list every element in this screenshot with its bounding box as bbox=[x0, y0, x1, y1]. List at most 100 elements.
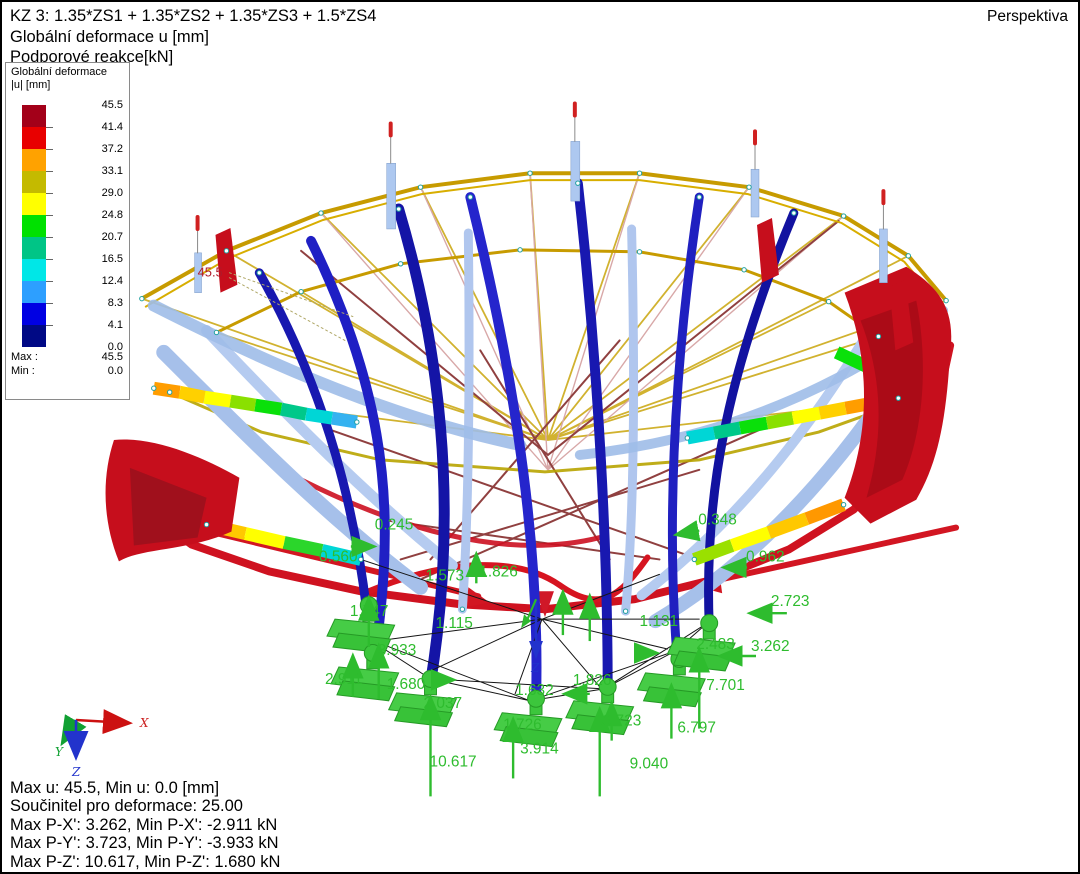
reaction-value-label: 1.632 bbox=[515, 682, 554, 699]
node-dot bbox=[791, 210, 797, 216]
legend-tick-value: 33.1 bbox=[101, 165, 123, 177]
legend-max-row: Max : 45.5 bbox=[11, 351, 123, 363]
reaction-value-label: 2.911 bbox=[325, 671, 362, 688]
node-dot bbox=[840, 502, 847, 508]
reaction-value-label: 1.573 bbox=[426, 567, 465, 584]
reaction-value-label: 0.245 bbox=[375, 517, 414, 534]
result-header: KZ 3: 1.35*ZS1 + 1.35*ZS2 + 1.35*ZS3 + 1… bbox=[10, 6, 376, 68]
result-summary-line: Max u: 45.5, Min u: 0.0 [mm] bbox=[10, 779, 220, 797]
reaction-value-label: 1.826 bbox=[573, 672, 612, 689]
node-dot bbox=[622, 608, 629, 614]
legend-band bbox=[22, 237, 46, 259]
legend-title-line2: |u| [mm] bbox=[11, 79, 51, 91]
legend-band bbox=[22, 281, 46, 303]
node-dot bbox=[358, 556, 364, 563]
legend-min-value: 0.0 bbox=[107, 365, 123, 377]
legend-tick-mark bbox=[46, 171, 53, 172]
legend-tick-value: 12.4 bbox=[101, 275, 123, 287]
legend-tick-mark bbox=[46, 127, 53, 128]
load-combination-title: KZ 3: 1.35*ZS1 + 1.35*ZS2 + 1.35*ZS3 + 1… bbox=[10, 7, 377, 25]
node-dot bbox=[213, 329, 220, 336]
y-axis-label: Y bbox=[55, 745, 64, 759]
legend-band bbox=[22, 127, 46, 149]
legend-band bbox=[22, 325, 46, 347]
node-dot bbox=[167, 389, 173, 395]
node-dot bbox=[256, 270, 262, 276]
node-dot bbox=[517, 247, 523, 253]
reaction-value-label: 2.483 bbox=[696, 636, 735, 653]
reaction-value-label: 1.726 bbox=[503, 717, 542, 734]
legend-tick-mark bbox=[46, 215, 53, 216]
result-summary-line: Max P-Y': 3.723, Min P-Y': -3.933 kN bbox=[10, 834, 279, 853]
reaction-value-label: 3.262 bbox=[751, 638, 790, 655]
reaction-value-label: 2.723 bbox=[771, 593, 810, 610]
center-axis: Z bbox=[521, 598, 543, 675]
node-dot bbox=[467, 194, 474, 200]
node-dot bbox=[223, 248, 230, 254]
result-summary-line: Součinitel pro deformace: 25.00 bbox=[10, 797, 243, 816]
legend-band bbox=[22, 193, 46, 215]
legend-tick-mark bbox=[46, 149, 53, 150]
legend-panel: Globální deformace |u| [mm] 45.5 41.4 37.2… bbox=[5, 62, 130, 400]
reaction-value-label: 0.348 bbox=[698, 512, 737, 529]
reaction-value-label: 3.723 bbox=[603, 713, 642, 730]
legend-tick-mark bbox=[46, 281, 53, 282]
reaction-arrow bbox=[672, 520, 701, 542]
node-dot bbox=[943, 297, 949, 304]
reaction-value-label: 0.962 bbox=[746, 548, 785, 565]
legend-tick-value: 8.3 bbox=[107, 297, 123, 309]
result-type-title: Globální deformace u [mm] bbox=[10, 27, 209, 46]
legend-tick-value: 45.5 bbox=[101, 99, 123, 111]
legend-title: Globální deformace |u| [mm] bbox=[11, 66, 107, 92]
node-dot bbox=[139, 295, 145, 302]
node-dot bbox=[459, 606, 466, 612]
truss-structure bbox=[105, 101, 960, 708]
reaction-value-label: 7.701 bbox=[706, 677, 745, 694]
node-dot bbox=[151, 385, 157, 391]
axis-triad: X Y Z bbox=[55, 709, 149, 779]
legend-tick-value: 24.8 bbox=[101, 209, 123, 221]
reaction-labels: 0.560 0.245 0.348 0.962 2.723 3.262 2.483 7.701… bbox=[198, 265, 810, 773]
reaction-value-label: 0.560 bbox=[319, 548, 358, 565]
node-dot bbox=[696, 194, 702, 200]
legend-title-line1: Globální deformace bbox=[11, 66, 107, 78]
reaction-arrows bbox=[342, 520, 787, 797]
node-dot bbox=[684, 435, 691, 441]
legend-tick-value: 4.1 bbox=[107, 319, 123, 331]
reaction-value-label: 1.826 bbox=[479, 563, 518, 580]
reaction-value-label: 1.747 bbox=[350, 603, 389, 620]
legend-max-label: Max : bbox=[11, 351, 38, 363]
node-dot bbox=[746, 184, 752, 190]
node-dot bbox=[527, 170, 533, 176]
reaction-value-label: 1.131 bbox=[640, 613, 679, 630]
legend-tick-value: 29.0 bbox=[101, 187, 123, 199]
legend-band bbox=[22, 105, 46, 127]
reaction-value-label: 2.037 bbox=[424, 695, 463, 712]
node-dot bbox=[298, 288, 304, 295]
legend-min-label: Min : bbox=[11, 365, 35, 377]
node-dot bbox=[203, 521, 210, 528]
legend-tick-value: 0.0 bbox=[107, 341, 123, 353]
reaction-value-label: 1.115 bbox=[435, 615, 472, 632]
legend-tick-mark bbox=[46, 193, 53, 194]
reaction-value-label: 1.680 bbox=[387, 676, 426, 693]
legend-tick-value: 20.7 bbox=[101, 231, 123, 243]
legend-band bbox=[22, 303, 46, 325]
z-axis-label: Z bbox=[71, 765, 81, 779]
reactions-title: Podporové reakce[kN] bbox=[10, 48, 174, 66]
node-dot bbox=[354, 419, 360, 425]
node-dot bbox=[395, 206, 402, 212]
node-dot bbox=[825, 298, 832, 305]
legend-tick-mark bbox=[46, 237, 53, 238]
legend-tick-mark bbox=[46, 259, 53, 260]
legend-tick-mark bbox=[46, 303, 53, 304]
legend-max-value: 45.5 bbox=[101, 351, 123, 363]
reaction-value-label: 3.933 bbox=[378, 642, 417, 659]
legend-color-scale bbox=[22, 105, 46, 347]
node-dot bbox=[875, 333, 882, 340]
result-summary: Max u: 45.5, Min u: 0.0 [mm] Součinitel p… bbox=[10, 779, 280, 871]
center-z-axis-label: Z bbox=[530, 661, 540, 675]
node-dot bbox=[318, 210, 324, 216]
